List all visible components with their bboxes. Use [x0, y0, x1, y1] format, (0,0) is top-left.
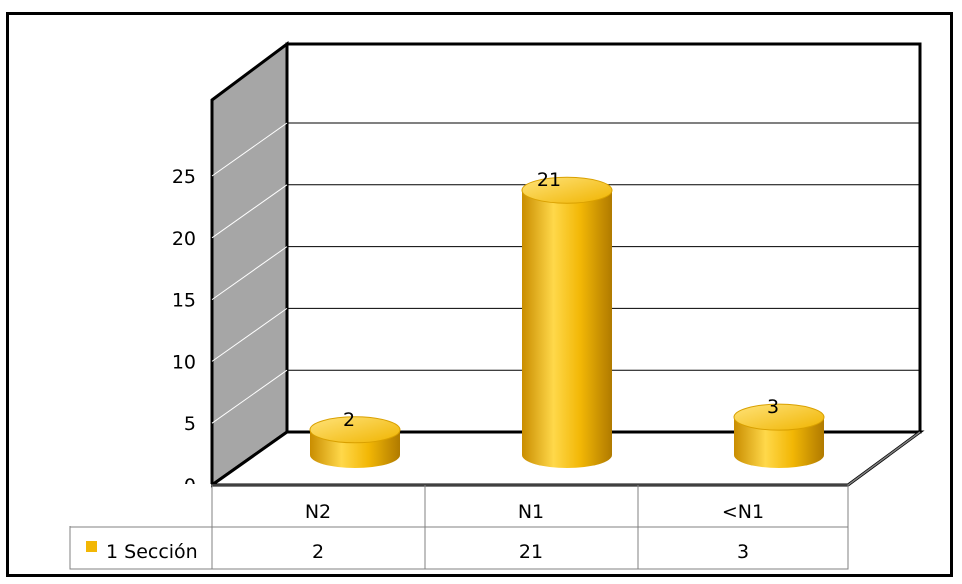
category-label-n1: N1	[518, 501, 544, 523]
chart-side-wall	[210, 41, 289, 488]
gridline-side	[211, 122, 288, 177]
gridline-side	[211, 246, 288, 301]
chart-floor-right-edge	[847, 431, 921, 486]
gridline-side	[211, 184, 288, 239]
category-label-n2: N2	[305, 501, 331, 523]
bar-cylinder-top	[521, 176, 613, 204]
bar-cylinder-top	[309, 416, 401, 444]
y-tick-label: 10	[172, 351, 196, 373]
legend-swatch	[86, 541, 97, 552]
data-label: 2	[343, 409, 355, 431]
y-tick-label: 5	[184, 413, 196, 435]
table-value-lt-n1: 3	[737, 541, 749, 563]
category-label-lt-n1: <N1	[722, 501, 764, 523]
y-tick-label: 25	[172, 166, 196, 188]
data-label: 3	[767, 396, 779, 418]
y-tick-label: 20	[172, 228, 196, 250]
bar-cylinder	[522, 190, 612, 469]
bar-cylinder-top	[733, 403, 825, 431]
table-value-n2: 2	[312, 541, 324, 563]
y-tick-label: 15	[172, 290, 196, 312]
gridline-side	[211, 369, 288, 424]
legend-series-name: 1 Sección	[106, 541, 198, 563]
data-label: 21	[537, 169, 561, 191]
gridline-side	[211, 307, 288, 362]
bar-cylinder	[734, 417, 824, 468]
table-value-n1: 21	[519, 541, 543, 563]
